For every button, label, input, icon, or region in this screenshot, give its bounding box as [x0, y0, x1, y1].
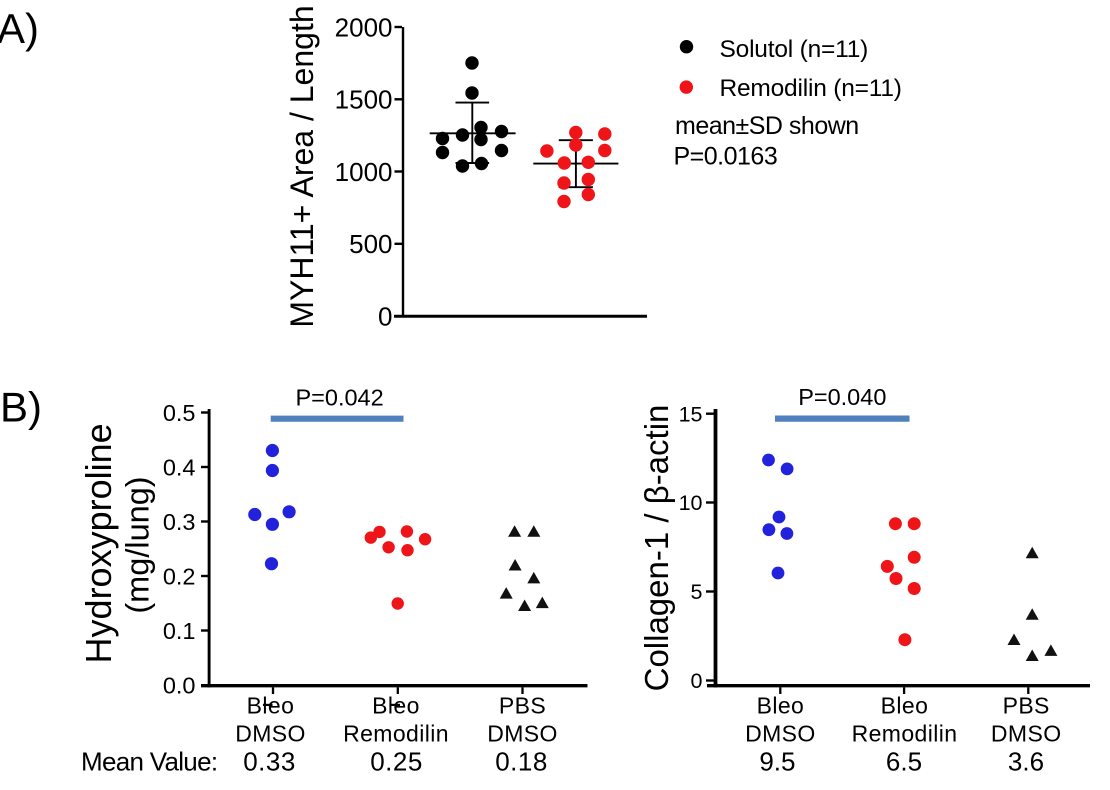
svg-text:1000: 1000 [335, 157, 393, 187]
svg-text:Remodilin (n=11): Remodilin (n=11) [720, 75, 902, 102]
svg-text:3.6: 3.6 [1008, 747, 1044, 777]
svg-text:Mean Value:: Mean Value: [81, 747, 217, 777]
svg-text:0: 0 [378, 301, 392, 331]
svg-text:15: 15 [679, 402, 703, 426]
svg-text:Bleo: Bleo [247, 693, 295, 719]
svg-text:0.0: 0.0 [163, 672, 196, 698]
svg-text:P=0.0163: P=0.0163 [674, 142, 778, 170]
svg-text:Solutol (n=11): Solutol (n=11) [720, 36, 869, 63]
svg-text:Collagen-1 / β-actin: Collagen-1 / β-actin [638, 405, 675, 692]
svg-text:MYH11+ Area / Length: MYH11+ Area / Length [284, 5, 320, 327]
svg-text:Hydroxyproline: Hydroxyproline [78, 423, 119, 663]
svg-text:10: 10 [679, 491, 703, 515]
svg-text:9.5: 9.5 [759, 747, 795, 777]
svg-text:Bleo: Bleo [757, 693, 805, 719]
svg-text:DMSO: DMSO [235, 720, 306, 746]
svg-text:(mg/lung): (mg/lung) [120, 476, 156, 613]
svg-text:mean±SD shown: mean±SD shown [675, 112, 859, 140]
svg-text:0.3: 0.3 [163, 509, 196, 535]
svg-text:0.5: 0.5 [163, 400, 196, 426]
svg-text:0.4: 0.4 [163, 454, 196, 480]
svg-text:DMSO: DMSO [487, 720, 558, 746]
svg-text:0: 0 [691, 669, 703, 693]
svg-text:0.2: 0.2 [163, 563, 196, 589]
svg-text:PBS: PBS [1003, 693, 1050, 719]
svg-text:Remodilin: Remodilin [852, 720, 958, 746]
svg-text:0.25: 0.25 [370, 747, 423, 777]
svg-text:6.5: 6.5 [886, 747, 922, 777]
svg-text:5: 5 [691, 580, 703, 604]
svg-text:0.18: 0.18 [495, 747, 548, 777]
svg-text:Bleo: Bleo [881, 693, 929, 719]
svg-text:B): B) [0, 384, 42, 431]
svg-text:P=0.040: P=0.040 [798, 384, 886, 410]
svg-text:1500: 1500 [335, 85, 393, 115]
svg-text:0.1: 0.1 [163, 618, 196, 644]
svg-text:PBS: PBS [499, 693, 546, 719]
svg-text:P=0.042: P=0.042 [295, 385, 383, 411]
svg-text:DMSO: DMSO [745, 720, 816, 746]
svg-text:DMSO: DMSO [991, 720, 1062, 746]
svg-text:500: 500 [349, 229, 392, 259]
svg-text:Remodilin: Remodilin [343, 720, 449, 746]
svg-text:A): A) [0, 5, 39, 52]
svg-text:0.33: 0.33 [243, 747, 296, 777]
svg-text:2000: 2000 [335, 12, 393, 42]
svg-text:Bleo: Bleo [372, 693, 420, 719]
